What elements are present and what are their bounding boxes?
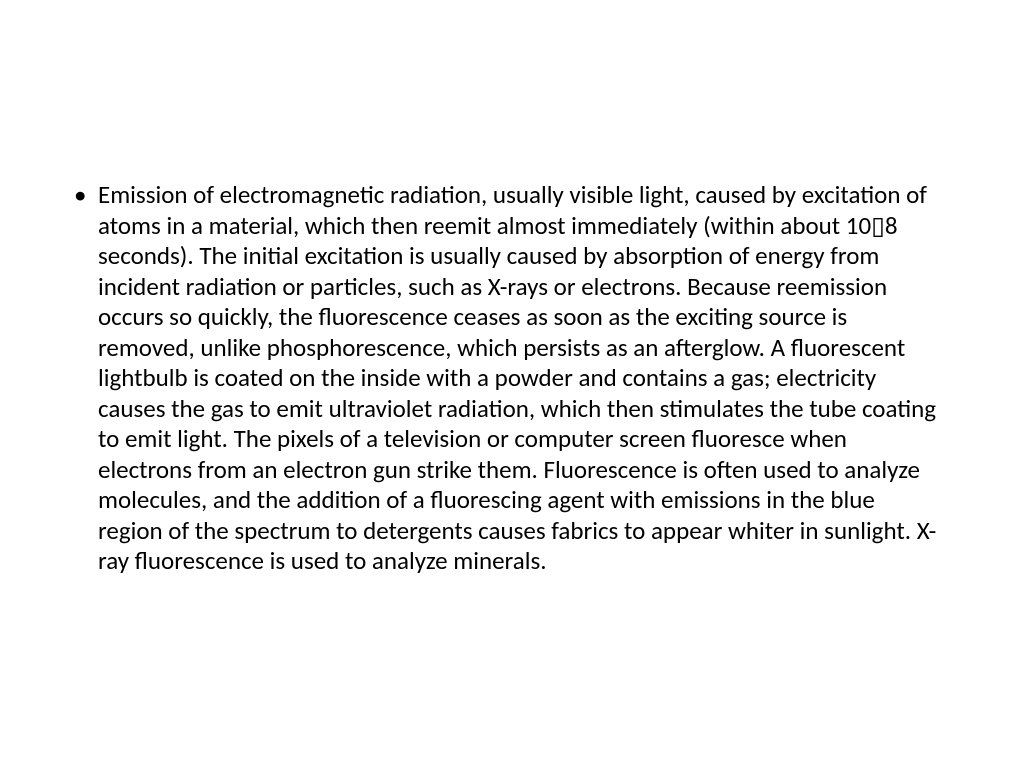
list-item: Emission of electromagnetic radiation, u… — [60, 180, 944, 577]
slide-container: Emission of electromagnetic radiation, u… — [0, 0, 1024, 768]
bullet-text: Emission of electromagnetic radiation, u… — [98, 179, 936, 576]
bullet-list: Emission of electromagnetic radiation, u… — [60, 180, 944, 577]
